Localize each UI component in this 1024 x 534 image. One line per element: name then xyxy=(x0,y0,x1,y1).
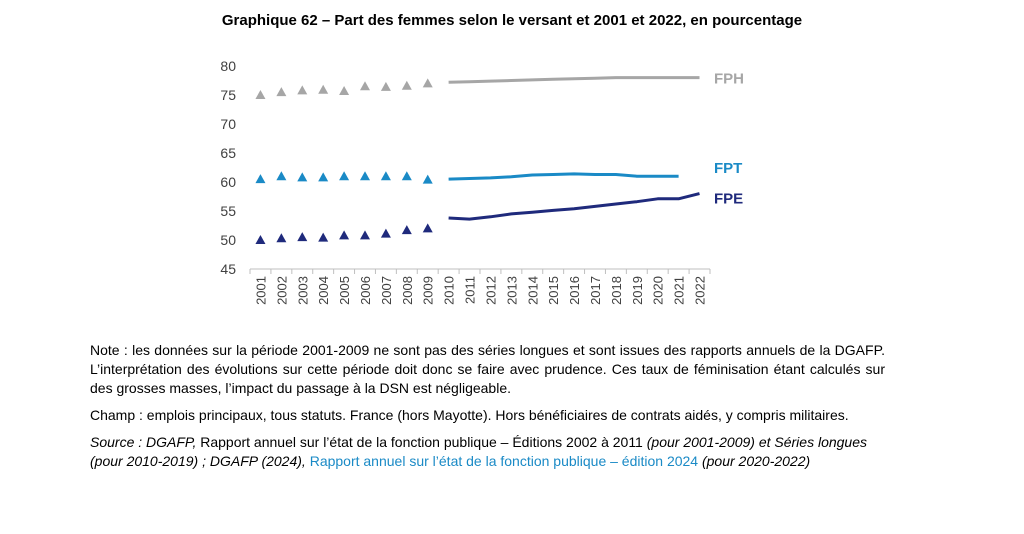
y-tick-label-75: 75 xyxy=(220,87,236,103)
x-tick-label-2003: 2003 xyxy=(295,276,310,305)
x-tick-label-2005: 2005 xyxy=(337,276,352,305)
fpe-marker-2002 xyxy=(276,233,287,243)
chart-plot-area: FPH FPT FPE xyxy=(255,71,744,244)
source-part-1: Source : DGAFP, xyxy=(90,434,197,450)
fpt-marker-2002 xyxy=(276,171,287,181)
source-text: Source : DGAFP, Rapport annuel sur l’éta… xyxy=(90,433,885,471)
x-tick-label-2019: 2019 xyxy=(630,276,645,305)
x-tick-label-2014: 2014 xyxy=(525,276,540,305)
fpt-series-label: FPT xyxy=(714,160,742,177)
fpe-series-line xyxy=(448,192,700,221)
fpe-marker-2007 xyxy=(380,228,391,238)
source-link[interactable]: Rapport annuel sur l’état de la fonction… xyxy=(305,453,699,469)
champ-text: Champ : emplois principaux, tous statuts… xyxy=(90,407,849,423)
fpt-marker-2003 xyxy=(297,172,308,182)
fph-series-line xyxy=(448,76,700,84)
x-tick-label-2004: 2004 xyxy=(316,276,331,305)
fpe-marker-2006 xyxy=(360,230,370,240)
fph-marker-2003 xyxy=(297,85,308,95)
chart-title: Graphique 62 – Part des femmes selon le … xyxy=(221,12,803,29)
fpt-marker-2006 xyxy=(360,171,370,181)
fpt-marker-2001 xyxy=(255,174,266,184)
source-part-2: Rapport annuel sur l’état de la fonction… xyxy=(196,434,647,450)
y-tick-label-70: 70 xyxy=(220,116,236,132)
fpe-marker-2009 xyxy=(422,223,433,233)
y-tick-label-60: 60 xyxy=(220,174,236,190)
fpe-marker-2004 xyxy=(318,232,329,242)
fph-marker-2009 xyxy=(422,78,433,88)
fpe-marker-2008 xyxy=(401,225,412,235)
x-tick-label-2002: 2002 xyxy=(274,276,289,305)
source-part-4: (pour 2020-2022) xyxy=(698,453,811,469)
x-tick-label-2013: 2013 xyxy=(504,276,519,305)
x-tick-label-2021: 2021 xyxy=(672,276,687,305)
fpt-marker-2004 xyxy=(318,172,329,182)
x-tick-label-2022: 2022 xyxy=(693,276,708,305)
fph-marker-2004 xyxy=(318,84,329,94)
x-tick-label-2018: 2018 xyxy=(609,276,624,305)
x-tick-label-2011: 2011 xyxy=(463,276,478,304)
fpt-marker-2009 xyxy=(422,174,433,184)
y-tick-label-80: 80 xyxy=(220,58,236,74)
fpt-marker-2007 xyxy=(380,171,391,181)
line-chart: 45 50 55 60 65 70 75 80 2001 2002 2003 2004 2005 2006… xyxy=(220,58,744,305)
fpt-marker-2008 xyxy=(401,171,412,181)
x-tick-label-2009: 2009 xyxy=(421,276,436,305)
y-tick-label-50: 50 xyxy=(220,232,236,248)
x-tick-label-2001: 2001 xyxy=(253,276,268,305)
fpe-marker-2003 xyxy=(297,232,308,242)
x-tick-label-2016: 2016 xyxy=(567,276,582,305)
x-tick-label-2015: 2015 xyxy=(546,276,561,305)
source-part-3: (pour 2001-2009) et Séries longues (pour… xyxy=(90,434,868,469)
fpt-series-line xyxy=(448,172,679,181)
fpe-marker-2001 xyxy=(255,235,266,244)
fph-marker-2005 xyxy=(339,85,350,95)
fph-series-label: FPH xyxy=(714,71,744,88)
fph-marker-2007 xyxy=(380,81,391,91)
fph-marker-2008 xyxy=(401,80,412,90)
fph-marker-2006 xyxy=(360,81,370,91)
x-tick-label-2020: 2020 xyxy=(651,276,666,305)
y-tick-label-55: 55 xyxy=(220,203,236,219)
chart-axes: 45 50 55 60 65 70 75 80 2001 2002 2003 2004 2005 2006… xyxy=(220,58,711,305)
fph-marker-2002 xyxy=(276,87,287,97)
x-tick-label-2017: 2017 xyxy=(588,276,603,305)
x-tick-label-2008: 2008 xyxy=(400,276,415,305)
y-tick-label-65: 65 xyxy=(220,145,236,161)
x-tick-label-2006: 2006 xyxy=(358,276,373,305)
chart-notes: Note : les données sur la période 2001-2… xyxy=(90,341,885,479)
fpt-marker-2005 xyxy=(339,171,350,181)
x-tick-label-2007: 2007 xyxy=(379,276,394,305)
note-text: Note : les données sur la période 2001-2… xyxy=(90,342,885,396)
x-tick-label-2012: 2012 xyxy=(483,276,498,305)
fpe-marker-2005 xyxy=(339,230,350,240)
fpe-series-label: FPE xyxy=(714,191,743,208)
y-tick-label-45: 45 xyxy=(220,261,236,277)
x-tick-label-2010: 2010 xyxy=(442,276,457,305)
fph-marker-2001 xyxy=(255,90,266,99)
